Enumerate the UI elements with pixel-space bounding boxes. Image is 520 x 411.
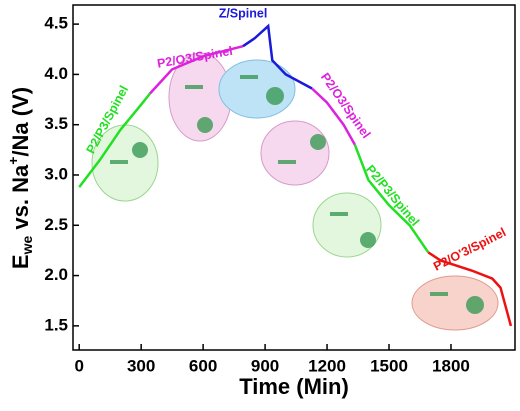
y-label-part: E — [8, 254, 33, 269]
line-segment — [311, 87, 356, 146]
plot-frame — [72, 4, 516, 351]
x-tick-label: 900 — [251, 356, 279, 375]
line-segment — [353, 144, 430, 254]
crystal-ellipse — [218, 59, 296, 119]
x-tick-label: 300 — [127, 356, 155, 375]
x-tick-label: 1500 — [370, 356, 408, 375]
x-tick-label: 600 — [189, 356, 217, 375]
y-tick-label: 4.5 — [44, 14, 68, 33]
y-tick-label: 4.0 — [44, 64, 68, 83]
crystal-icons — [110, 75, 484, 314]
crystal-ellipse — [260, 120, 330, 186]
y-label-part: vs. Na — [8, 164, 33, 236]
y-tick-label: 3.5 — [44, 114, 68, 133]
y-label-part: + — [5, 157, 21, 165]
line-segment — [78, 92, 151, 188]
x-tick-label: 1200 — [308, 356, 346, 375]
y-tick-label: 2.0 — [44, 265, 68, 284]
y-tick-label: 1.5 — [44, 315, 68, 334]
line-segment — [149, 44, 244, 95]
y-tick-label: 2.5 — [44, 215, 68, 234]
decorations — [91, 52, 499, 331]
series-label: Z/Spinel — [219, 6, 268, 20]
y-axis-title: Ewe vs. Na+/Na (V) — [5, 87, 35, 269]
x-tick-label: 1800 — [432, 356, 470, 375]
x-tick-label: 0 — [74, 356, 83, 375]
line-segment — [242, 23, 313, 90]
y-tick-label: 3.0 — [44, 164, 68, 183]
x-axis-title: Time (Min) — [239, 374, 349, 399]
line-segment — [427, 251, 513, 327]
y-label-part: we — [19, 236, 35, 256]
series-label: P2/O'3/Spinel — [431, 225, 508, 274]
crystal-ellipse — [411, 275, 499, 331]
y-label-part: /Na (V) — [8, 87, 33, 157]
